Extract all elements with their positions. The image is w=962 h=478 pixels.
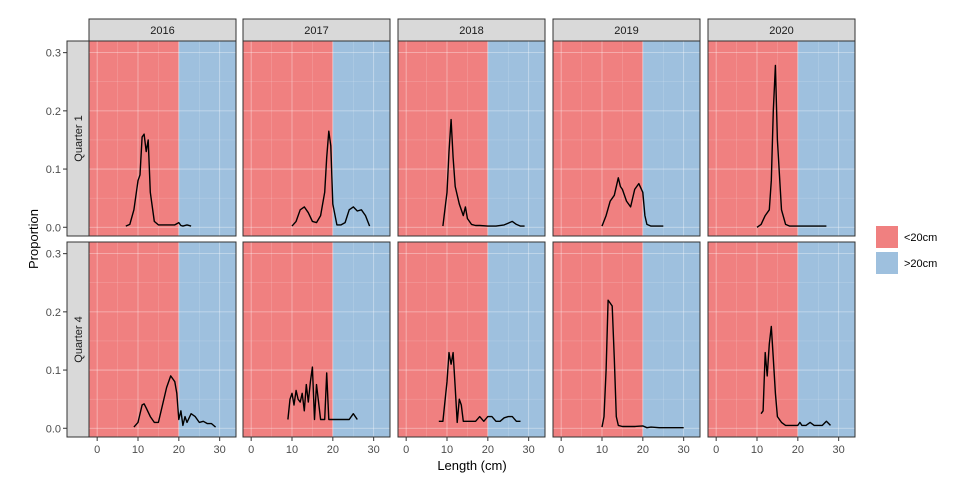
region-below-20cm [553,242,643,437]
column-strip-label: 2016 [150,25,174,37]
x-tick-label: 10 [751,444,763,456]
panel [242,241,391,438]
panel [397,241,546,438]
axes-layer: 0 10 20 30 0 10 20 30 0 10 20 30 0 10 20 30 0 10 20 30 0.0 0.… [46,48,845,456]
y-tick-label: 0.0 [46,222,61,234]
region-above-20cm [178,242,236,437]
region-above-20cm [487,41,545,236]
x-tick-label: 10 [132,444,144,456]
region-above-20cm [797,242,855,437]
y-tick-label: 0.2 [46,307,61,319]
panel-border [397,40,546,237]
length-distribution-line [601,299,684,429]
length-distribution-line [760,325,831,427]
panel [707,241,856,438]
x-tick-label: 20 [637,444,649,456]
y-axis-title: Proportion [26,209,41,269]
region-above-20cm [797,41,855,236]
x-tick-label: 10 [441,444,453,456]
panels-layer: 2016 2017 2018 2019 2020 Quarter 1 Quarter 4 [66,18,856,438]
x-tick-label: 20 [173,444,185,456]
region-below-20cm [243,41,333,236]
length-distribution-line [287,366,358,421]
region-below-20cm [398,242,488,437]
y-tick-label: 0.3 [46,249,61,261]
x-axis-title: Length (cm) [437,458,506,473]
region-below-20cm [553,41,643,236]
x-tick-label: 0 [248,444,254,456]
length-distribution-line [291,130,371,227]
length-distribution-line [756,64,827,228]
region-below-20cm [708,242,798,437]
x-tick-label: 20 [327,444,339,456]
panel-border [707,241,856,438]
panel-border [397,241,546,438]
x-tick-label: 20 [792,444,804,456]
x-tick-label: 30 [368,444,380,456]
legend-label: <20cm [904,232,937,244]
x-tick-label: 30 [523,444,535,456]
region-below-20cm [89,41,179,236]
length-distribution-line [601,177,664,227]
row-strip-label: Quarter 1 [73,115,85,161]
region-below-20cm [708,41,798,236]
x-tick-label: 0 [403,444,409,456]
x-tick-label: 0 [713,444,719,456]
legend-swatch [876,226,898,248]
panel-border [88,241,237,438]
region-below-20cm [89,242,179,437]
y-tick-label: 0.2 [46,106,61,118]
x-tick-label: 10 [286,444,298,456]
column-strip-label: 2018 [459,25,483,37]
column-strip-label: 2019 [614,25,638,37]
panel [88,241,237,438]
panel [552,40,701,237]
length-distribution-line [125,133,192,227]
length-distribution-line [442,118,525,227]
panel-border [552,40,701,237]
x-tick-label: 30 [214,444,226,456]
panel [88,40,237,237]
x-tick-label: 30 [833,444,845,456]
y-tick-label: 0.1 [46,365,61,377]
panel [242,40,391,237]
y-tick-label: 0.3 [46,48,61,60]
region-above-20cm [332,41,390,236]
panel-border [242,40,391,237]
panel-border [552,241,701,438]
region-below-20cm [243,242,333,437]
x-tick-label: 30 [678,444,690,456]
length-distribution-line [438,351,521,424]
panel-border [88,40,237,237]
region-above-20cm [642,242,700,437]
column-strip-label: 2017 [304,25,328,37]
column-strip-label: 2020 [769,25,793,37]
region-below-20cm [398,41,488,236]
x-tick-label: 20 [482,444,494,456]
legend-swatch [876,252,898,274]
region-above-20cm [642,41,700,236]
region-above-20cm [332,242,390,437]
panel-border [242,241,391,438]
x-tick-label: 0 [94,444,100,456]
length-distribution-line [133,375,217,428]
row-strip-label: Quarter 4 [73,316,85,362]
panel-border [707,40,856,237]
region-above-20cm [178,41,236,236]
panel [397,40,546,237]
legend: <20cm >20cm [876,226,937,274]
panel [552,241,701,438]
region-above-20cm [487,242,545,437]
x-tick-label: 10 [596,444,608,456]
x-tick-label: 0 [558,444,564,456]
legend-label: >20cm [904,258,937,270]
y-tick-label: 0.1 [46,164,61,176]
y-tick-label: 0.0 [46,423,61,435]
panel [707,40,856,237]
